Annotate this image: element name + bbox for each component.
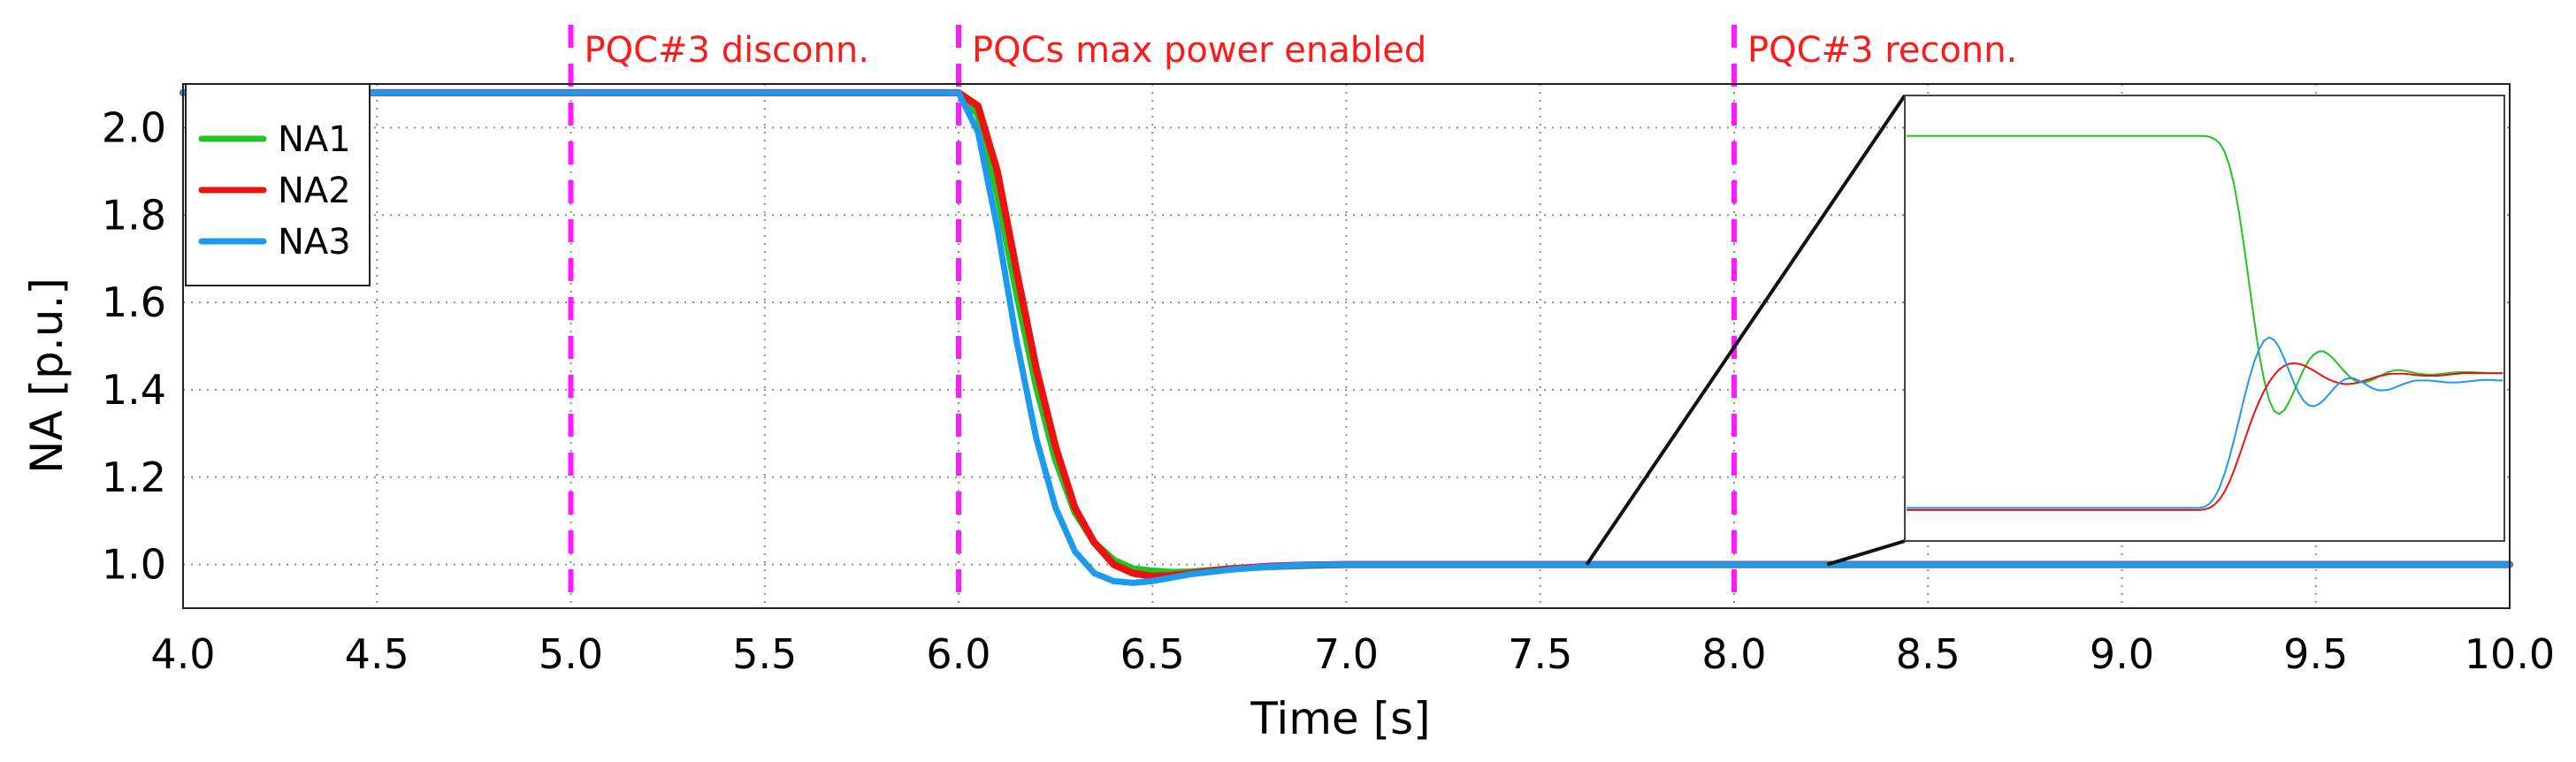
vertical-markers	[568, 25, 1737, 608]
tick-labels: 4.0 4.5 5.0 5.5 6.0 6.5 7.0 7.5 8.0 8.5 9.0 9.5 10.0…	[102, 103, 2555, 678]
x-tick-label: 5.5	[732, 630, 797, 678]
marker-label: PQC#3 reconn.	[1747, 30, 2017, 71]
x-tick-label: 9.0	[2090, 630, 2154, 678]
marker-label: PQCs max power enabled	[972, 30, 1426, 71]
y-tick-label: 2.0	[102, 103, 166, 151]
x-tick-label: 4.0	[150, 630, 215, 678]
annotations: PQC#3 disconn. PQCs max power enabled PQC#…	[585, 30, 2018, 71]
plot-frame	[182, 83, 2511, 609]
x-tick-label: 8.5	[1896, 630, 1961, 678]
legend-label: NA2	[278, 171, 351, 211]
y-tick-label: 1.2	[102, 453, 166, 501]
inset-series-line	[1907, 362, 2503, 511]
marker-label: PQC#3 disconn.	[585, 30, 869, 71]
inset-series-line	[1907, 134, 2503, 415]
x-tick-label: 8.0	[1701, 630, 1766, 678]
legend-label: NA3	[278, 222, 351, 263]
axes	[182, 83, 2511, 609]
y-tick-label: 1.4	[102, 366, 166, 414]
inset-frame	[1904, 95, 2505, 542]
legend-box	[185, 83, 371, 286]
x-tick-label: 6.5	[1120, 630, 1185, 678]
y-tick-label: 1.6	[102, 278, 166, 326]
x-tick-label: 7.5	[1508, 630, 1572, 678]
series-lines	[180, 88, 2513, 586]
zoom-connector-lower	[1826, 539, 1906, 567]
x-axis-title: Time [s]	[1250, 693, 1430, 744]
y-axis-title: NA [p.u.]	[21, 278, 73, 474]
x-tick-label: 6.0	[926, 630, 990, 678]
inset-series-line	[1907, 336, 2503, 509]
zoom-connector-upper	[1585, 94, 1907, 566]
series-line	[180, 89, 2513, 586]
x-tick-label: 9.5	[2283, 630, 2348, 678]
inset-plot	[1904, 95, 2505, 542]
zoom-connectors	[1585, 94, 1907, 567]
legend-label: NA1	[278, 119, 351, 160]
x-tick-label: 7.0	[1314, 630, 1379, 678]
legend: NA1 NA2 NA3	[185, 83, 371, 286]
x-tick-label: 10.0	[2465, 630, 2555, 678]
x-tick-label: 5.0	[539, 630, 603, 678]
y-tick-label: 1.0	[102, 541, 166, 589]
y-tick-label: 1.8	[102, 191, 166, 239]
x-tick-label: 4.5	[345, 630, 409, 678]
